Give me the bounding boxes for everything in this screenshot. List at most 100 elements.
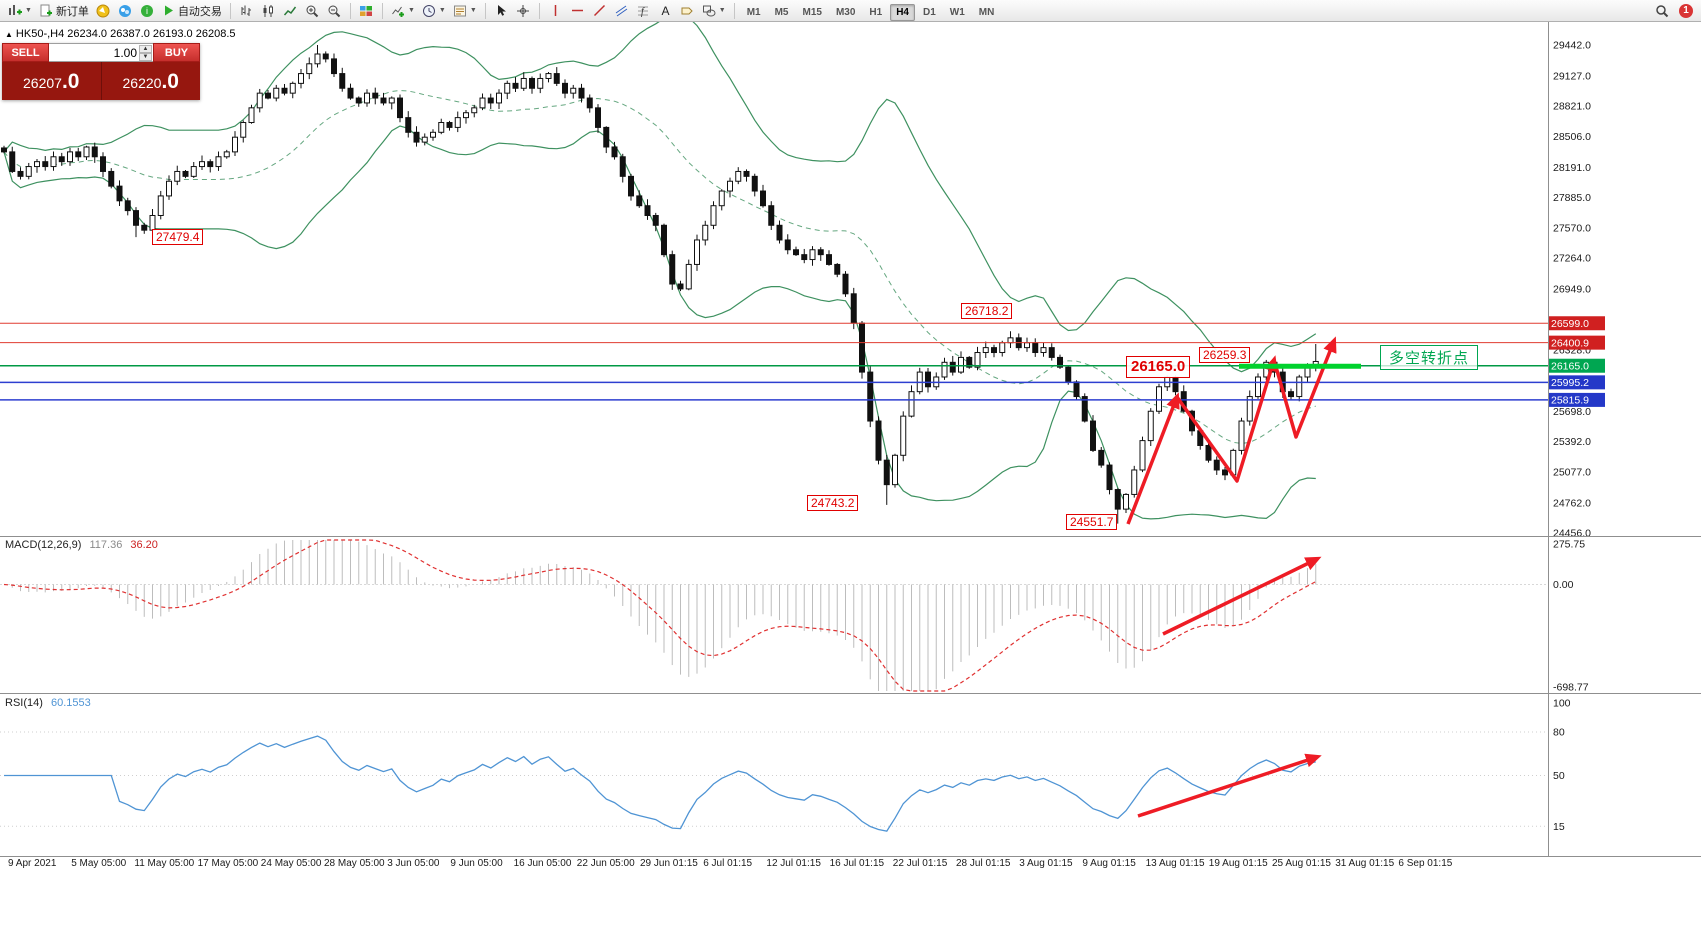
volume-spinner[interactable]: ▲ ▼ (139, 45, 152, 61)
bar-chart-button[interactable] (236, 1, 257, 20)
timeframe-button-m30[interactable]: M30 (835, 6, 856, 18)
svg-text:26599.0: 26599.0 (1551, 318, 1589, 330)
price-axis-tags: 26599.0 26400.9 26165.0 25995.2 25815.9 (1548, 316, 1605, 407)
svg-text:50: 50 (1553, 770, 1565, 782)
annotation-arrows[interactable] (1126, 336, 1361, 818)
sell-button[interactable]: SELL (2, 43, 49, 62)
svg-text:9 Jun 05:00: 9 Jun 05:00 (450, 858, 503, 869)
chevron-down-icon: ▼ (469, 7, 477, 14)
text-button[interactable]: A (655, 1, 676, 20)
spinner-down-icon[interactable]: ▼ (139, 53, 152, 61)
chevron-down-icon: ▼ (718, 7, 726, 14)
timeframe-button-m1[interactable]: M1 (746, 6, 761, 18)
new-chart-button[interactable]: ▼ (4, 1, 35, 20)
toolbar-right: 1 (1651, 1, 1697, 20)
sell-price[interactable]: 26207.0 (2, 62, 101, 100)
svg-text:11 May 05:00: 11 May 05:00 (134, 858, 194, 869)
buy-price[interactable]: 26220.0 (100, 62, 201, 100)
svg-text:25077.0: 25077.0 (1553, 467, 1591, 479)
channel-button[interactable] (611, 1, 632, 20)
chevron-down-icon: ▼ (438, 7, 446, 14)
trendline-button[interactable] (589, 1, 610, 20)
candlestick-chart-icon (263, 4, 274, 17)
timeframe-button-w1[interactable]: W1 (949, 6, 965, 18)
new-order-button[interactable]: 新订单 (36, 1, 92, 20)
timeframe-group: M1 M5 M15 M30 H1 H4 D1 W1 MN (740, 2, 1002, 21)
channel-icon (615, 5, 628, 17)
candlestick-chart-button[interactable] (258, 1, 279, 20)
news-button[interactable]: i (137, 1, 158, 20)
toolbar-separator (381, 2, 383, 19)
indicators-button[interactable]: ▼ (388, 1, 418, 20)
svg-text:27570.0: 27570.0 (1553, 223, 1591, 235)
price-callout[interactable]: 26718.2 (961, 303, 1013, 319)
svg-text:6 Jul 01:15: 6 Jul 01:15 (703, 858, 752, 869)
chart-ohlc-readout: ▲ HK50-,H4 26234.0 26387.0 26193.0 26208.… (5, 28, 236, 40)
price-callout[interactable]: 26165.0 (1126, 356, 1191, 378)
price-callout[interactable]: 27479.4 (152, 229, 204, 245)
notification-badge[interactable]: 1 (1679, 3, 1693, 18)
trendline-icon (593, 4, 605, 17)
crosshair-button[interactable] (513, 1, 534, 20)
svg-text:29442.0: 29442.0 (1553, 40, 1591, 52)
svg-text:275.75: 275.75 (1553, 539, 1585, 551)
svg-text:80: 80 (1553, 727, 1565, 739)
line-chart-button[interactable] (280, 1, 301, 20)
timeframe-button-h1[interactable]: H1 (869, 6, 883, 18)
tile-windows-button[interactable] (356, 1, 377, 20)
svg-text:24762.0: 24762.0 (1553, 498, 1591, 510)
svg-text:28821.0: 28821.0 (1553, 100, 1591, 112)
timeframe-button-d1[interactable]: D1 (923, 6, 936, 18)
svg-text:25 Aug 01:15: 25 Aug 01:15 (1272, 858, 1331, 869)
bollinger-bands (3, 11, 1317, 520)
spinner-up-icon[interactable]: ▲ (139, 45, 152, 53)
compass-button[interactable] (93, 1, 114, 20)
volume-input[interactable]: 1.00 ▲ ▼ (49, 43, 153, 62)
annotation-note[interactable]: 多空转折点 (1380, 345, 1479, 370)
svg-text:27264.0: 27264.0 (1553, 253, 1591, 265)
horizontal-line-button[interactable] (567, 1, 588, 20)
cursor-icon (497, 5, 506, 16)
shapes-button[interactable]: ▼ (699, 1, 729, 20)
cursor-button[interactable] (491, 1, 512, 20)
search-button[interactable] (1651, 1, 1672, 20)
periods-button[interactable]: ▼ (419, 1, 449, 20)
community-button[interactable] (115, 1, 136, 20)
autotrading-button[interactable]: 自动交易 (159, 1, 225, 20)
rsi-value: 60.1553 (50, 697, 91, 709)
time-axis-labels[interactable]: 9 Apr 2021 5 May 05:00 11 May 05:00 17 May … (8, 858, 1453, 869)
buy-button[interactable]: BUY (153, 43, 200, 62)
timeframe-button-m5[interactable]: M5 (774, 6, 789, 18)
timeframe-button-m15[interactable]: M15 (802, 6, 822, 18)
timeframe-button-h4[interactable]: H4 (890, 3, 915, 21)
search-icon (1655, 4, 1668, 17)
zoom-in-button[interactable] (302, 1, 323, 20)
price-callout[interactable]: 24551.7 (1066, 514, 1118, 530)
horizontal-line-icon (571, 9, 583, 12)
svg-text:22 Jul 01:15: 22 Jul 01:15 (893, 858, 948, 869)
buy-price-pips: .0 (161, 70, 179, 93)
templates-button[interactable]: ▼ (450, 1, 480, 20)
price-label-icon (681, 7, 693, 14)
label-button[interactable] (677, 1, 698, 20)
price-callout[interactable]: 26259.3 (1199, 347, 1251, 363)
new-order-icon (40, 4, 52, 16)
svg-text:13 Aug 01:15: 13 Aug 01:15 (1146, 858, 1205, 869)
toolbar: ▼ 新订单 i 自动交易 (0, 0, 1701, 22)
toolbar-separator (349, 2, 351, 19)
svg-text:f: f (641, 6, 645, 17)
rsi-indicator (0, 731, 1548, 832)
timeframe-button-mn[interactable]: MN (978, 6, 995, 18)
svg-text:100: 100 (1553, 698, 1571, 710)
svg-text:31 Aug 01:15: 31 Aug 01:15 (1335, 858, 1394, 869)
sell-price-main: 26207 (23, 75, 62, 91)
zoom-out-button[interactable] (324, 1, 345, 20)
fibonacci-button[interactable]: f (633, 1, 654, 20)
vertical-line-button[interactable] (545, 1, 566, 20)
shapes-icon (702, 5, 716, 16)
volume-value: 1.00 (113, 45, 137, 60)
line-chart-icon (284, 6, 297, 15)
price-callout[interactable]: 24743.2 (807, 495, 859, 511)
